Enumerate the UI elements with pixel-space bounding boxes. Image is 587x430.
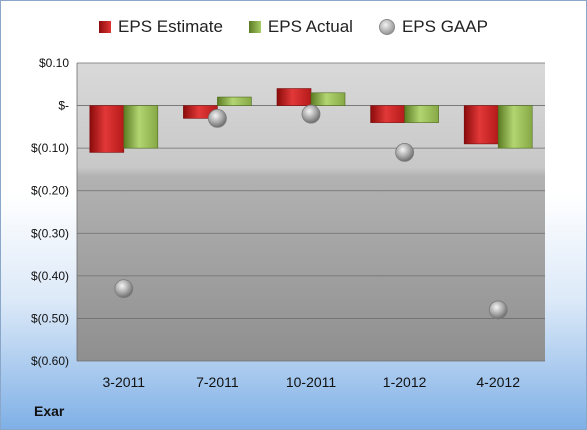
x-tick-label: 1-2012 bbox=[383, 374, 427, 390]
green-bar-swatch-icon bbox=[248, 21, 261, 33]
gray-sphere-marker-icon bbox=[378, 19, 395, 35]
eps-estimate-bar bbox=[89, 105, 125, 153]
eps-actual-bar bbox=[310, 92, 346, 106]
y-tick-label: $(0.20) bbox=[31, 184, 69, 198]
y-tick-label: $(0.40) bbox=[31, 269, 69, 283]
legend-item-eps-gaap: EPS GAAP bbox=[378, 17, 488, 37]
eps-estimate-bar bbox=[276, 88, 312, 106]
eps-estimate-bar bbox=[370, 105, 405, 123]
legend-label: EPS Estimate bbox=[118, 17, 223, 36]
eps-gaap-point bbox=[395, 142, 415, 162]
legend-item-eps-estimate: EPS Estimate bbox=[99, 17, 223, 37]
company-name: Exar bbox=[34, 403, 65, 419]
y-tick-label: $(0.30) bbox=[31, 226, 69, 240]
x-tick-label: 4-2012 bbox=[476, 374, 520, 390]
gaap-points bbox=[114, 104, 508, 320]
eps-gaap-point bbox=[114, 279, 134, 299]
y-axis-tick-labels: $0.10 $- $(0.10) $(0.20) $(0.30) $(0.40) $(0.5… bbox=[31, 56, 69, 368]
legend: EPS Estimate EPS Actual EPS GAAP bbox=[1, 17, 586, 37]
eps-gaap-point bbox=[207, 108, 227, 128]
eps-gaap-point bbox=[301, 104, 321, 124]
x-tick-label: 7-2011 bbox=[196, 374, 239, 390]
y-tick-label: $0.10 bbox=[39, 56, 69, 70]
eps-actual-bar bbox=[217, 96, 252, 106]
bars bbox=[89, 88, 533, 153]
y-tick-label: $(0.50) bbox=[31, 311, 69, 325]
legend-label: EPS Actual bbox=[267, 17, 353, 36]
legend-label: EPS GAAP bbox=[401, 17, 488, 36]
red-bar-swatch-icon bbox=[99, 21, 112, 33]
y-tick-label: $- bbox=[58, 99, 69, 113]
eps-actual-bar bbox=[123, 105, 159, 149]
eps-actual-bar bbox=[404, 105, 439, 123]
eps-estimate-bar bbox=[463, 105, 499, 145]
x-tick-label: 3-2011 bbox=[103, 374, 146, 390]
x-axis-tick-labels: 3-2011 7-2011 10-2011 1-2012 4-2012 bbox=[103, 374, 521, 390]
y-tick-label: $(0.10) bbox=[31, 141, 69, 155]
eps-actual-bar bbox=[497, 105, 533, 149]
eps-gaap-point bbox=[488, 300, 508, 320]
legend-item-eps-actual: EPS Actual bbox=[248, 17, 353, 37]
y-tick-label: $(0.60) bbox=[31, 354, 69, 368]
x-tick-label: 10-2011 bbox=[286, 374, 337, 390]
